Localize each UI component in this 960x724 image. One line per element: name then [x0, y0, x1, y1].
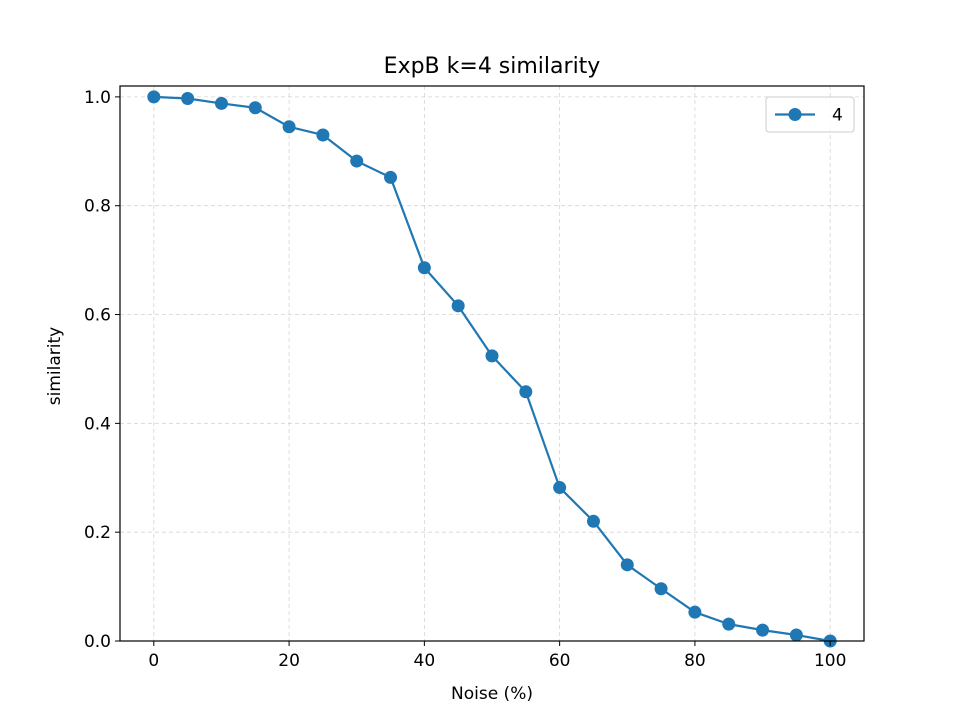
x-tick-label: 100: [814, 651, 846, 671]
chart-title: ExpB k=4 similarity: [384, 54, 601, 79]
data-point: [451, 299, 465, 313]
y-tick-label: 0.4: [84, 414, 111, 434]
data-point: [789, 628, 803, 642]
grid-lines: [120, 86, 864, 642]
legend: 4: [765, 96, 855, 133]
data-point: [282, 120, 296, 134]
data-point: [316, 128, 330, 142]
y-tick-label: 0.8: [84, 197, 111, 217]
legend-marker-sample: [788, 108, 802, 121]
x-tick-label: 40: [414, 651, 436, 671]
data-point: [181, 92, 195, 106]
data-point: [485, 349, 499, 363]
data-point: [756, 623, 770, 637]
data-point: [147, 90, 161, 104]
y-axis-label: similarity: [45, 327, 65, 405]
data-point: [586, 514, 600, 528]
x-tick-label: 20: [278, 651, 300, 671]
data-point: [248, 101, 262, 115]
y-tick-label: 1.0: [84, 88, 111, 108]
y-tick-label: 0.2: [84, 523, 111, 543]
data-point: [519, 385, 533, 399]
x-tick-label: 60: [549, 651, 571, 671]
x-tick-label: 0: [148, 651, 159, 671]
y-tick-label: 0.6: [84, 306, 111, 326]
data-point: [214, 96, 228, 110]
x-axis-label: Noise (%): [451, 684, 533, 704]
data-point: [384, 170, 398, 184]
data-point: [722, 617, 736, 631]
data-point: [654, 582, 668, 596]
legend-label: 4: [832, 106, 843, 126]
data-point: [417, 261, 431, 275]
data-point: [350, 154, 364, 168]
data-point: [688, 605, 702, 619]
axis-ticks: 0 20 40 60 80 100 0.0 0.2 0.4 0.6 0.8 1.0: [84, 88, 846, 671]
data-point: [553, 481, 567, 495]
series-layer: [147, 90, 837, 648]
plot-frame: [119, 85, 865, 642]
y-tick-label: 0.0: [84, 632, 111, 652]
data-point: [620, 558, 634, 572]
x-tick-label: 80: [684, 651, 706, 671]
